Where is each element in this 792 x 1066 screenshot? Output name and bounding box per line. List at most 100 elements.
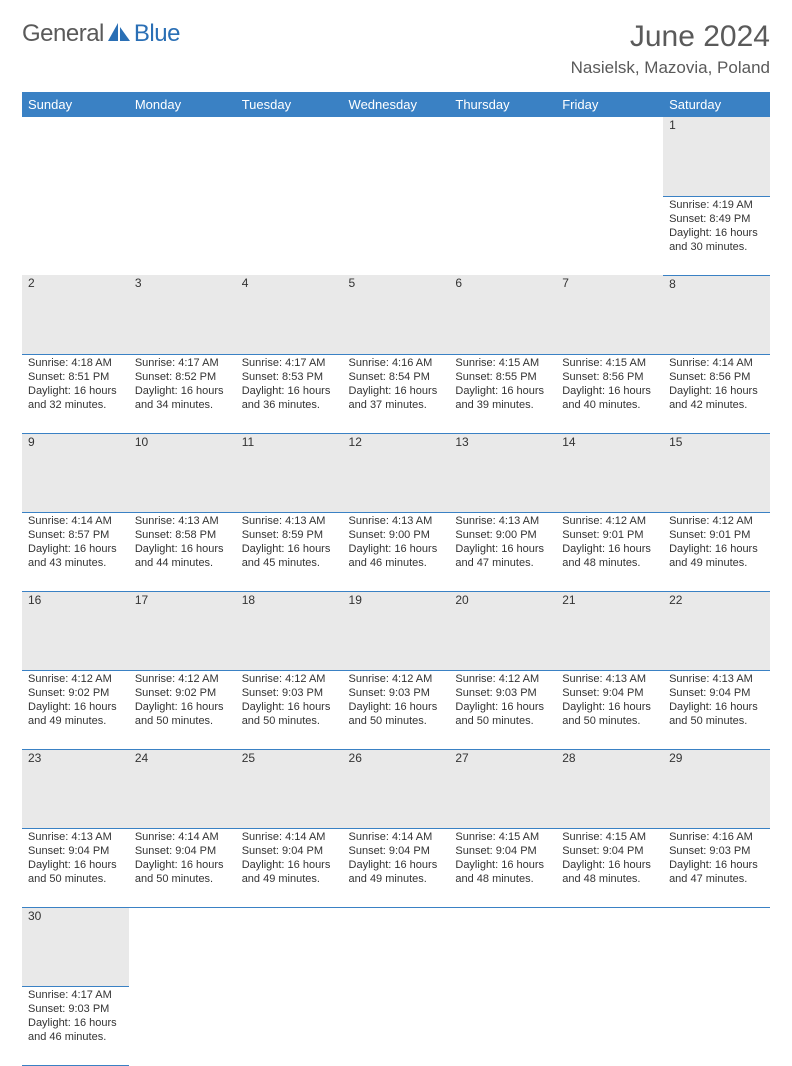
daylight: Daylight: 16 hours and 49 minutes. (349, 858, 444, 887)
day-cell: Sunrise: 4:12 AMSunset: 9:02 PMDaylight:… (22, 670, 129, 749)
sunset: Sunset: 9:00 PM (455, 528, 550, 542)
day-number: 30 (22, 907, 129, 986)
sunset: Sunset: 8:54 PM (349, 370, 444, 384)
col-tuesday: Tuesday (236, 92, 343, 117)
daylight: Daylight: 16 hours and 49 minutes. (669, 542, 764, 571)
sunrise: Sunrise: 4:15 AM (562, 830, 657, 844)
daylight: Daylight: 16 hours and 45 minutes. (242, 542, 337, 571)
day-number: 4 (236, 275, 343, 354)
col-wednesday: Wednesday (343, 92, 450, 117)
logo-text-sub: Blue (134, 20, 180, 48)
daylight: Daylight: 16 hours and 49 minutes. (242, 858, 337, 887)
day-number: 7 (556, 275, 663, 354)
sunrise: Sunrise: 4:15 AM (562, 356, 657, 370)
col-friday: Friday (556, 92, 663, 117)
col-sunday: Sunday (22, 92, 129, 117)
sunset: Sunset: 8:49 PM (669, 212, 764, 226)
day-number (129, 117, 236, 196)
sunset: Sunset: 9:02 PM (135, 686, 230, 700)
calendar-header-row: Sunday Monday Tuesday Wednesday Thursday… (22, 92, 770, 117)
day-number: 24 (129, 749, 236, 828)
day-cell: Sunrise: 4:13 AMSunset: 9:04 PMDaylight:… (22, 828, 129, 907)
daynum-row: 30 (22, 907, 770, 986)
day-cell (343, 196, 450, 275)
sunrise: Sunrise: 4:17 AM (242, 356, 337, 370)
sunrise: Sunrise: 4:14 AM (349, 830, 444, 844)
day-number (556, 117, 663, 196)
sunset: Sunset: 9:01 PM (562, 528, 657, 542)
daynum-row: 1 (22, 117, 770, 196)
day-cell: Sunrise: 4:12 AMSunset: 9:03 PMDaylight:… (236, 670, 343, 749)
sunrise: Sunrise: 4:19 AM (669, 198, 764, 212)
day-number: 28 (556, 749, 663, 828)
sunset: Sunset: 9:04 PM (455, 844, 550, 858)
week-row: Sunrise: 4:12 AMSunset: 9:02 PMDaylight:… (22, 670, 770, 749)
sunrise: Sunrise: 4:14 AM (669, 356, 764, 370)
col-saturday: Saturday (663, 92, 770, 117)
daylight: Daylight: 16 hours and 30 minutes. (669, 226, 764, 255)
day-cell: Sunrise: 4:12 AMSunset: 9:01 PMDaylight:… (663, 512, 770, 591)
sunrise: Sunrise: 4:12 AM (669, 514, 764, 528)
day-cell: Sunrise: 4:12 AMSunset: 9:03 PMDaylight:… (343, 670, 450, 749)
daynum-row: 23242526272829 (22, 749, 770, 828)
header: General Blue June 2024 Nasielsk, Mazovia… (22, 20, 770, 78)
sunrise: Sunrise: 4:12 AM (135, 672, 230, 686)
sunrise: Sunrise: 4:13 AM (562, 672, 657, 686)
daylight: Daylight: 16 hours and 50 minutes. (135, 858, 230, 887)
daylight: Daylight: 16 hours and 43 minutes. (28, 542, 123, 571)
sunset: Sunset: 9:02 PM (28, 686, 123, 700)
sunset: Sunset: 9:04 PM (28, 844, 123, 858)
sunrise: Sunrise: 4:13 AM (242, 514, 337, 528)
daynum-row: 2345678 (22, 275, 770, 354)
day-cell: Sunrise: 4:15 AMSunset: 8:55 PMDaylight:… (449, 354, 556, 433)
sunrise: Sunrise: 4:13 AM (669, 672, 764, 686)
daylight: Daylight: 16 hours and 46 minutes. (349, 542, 444, 571)
logo-text-main: General (22, 20, 104, 48)
daylight: Daylight: 16 hours and 50 minutes. (669, 700, 764, 729)
day-number: 6 (449, 275, 556, 354)
sunrise: Sunrise: 4:16 AM (349, 356, 444, 370)
title-month: June 2024 (571, 20, 770, 54)
day-cell: Sunrise: 4:15 AMSunset: 9:04 PMDaylight:… (449, 828, 556, 907)
day-number (343, 117, 450, 196)
sunset: Sunset: 8:51 PM (28, 370, 123, 384)
day-number: 8 (663, 275, 770, 354)
daylight: Daylight: 16 hours and 34 minutes. (135, 384, 230, 413)
day-cell: Sunrise: 4:13 AMSunset: 8:58 PMDaylight:… (129, 512, 236, 591)
sunrise: Sunrise: 4:12 AM (28, 672, 123, 686)
daylight: Daylight: 16 hours and 50 minutes. (242, 700, 337, 729)
col-thursday: Thursday (449, 92, 556, 117)
day-cell: Sunrise: 4:14 AMSunset: 9:04 PMDaylight:… (343, 828, 450, 907)
daynum-row: 9101112131415 (22, 433, 770, 512)
day-number: 13 (449, 433, 556, 512)
day-number (22, 117, 129, 196)
day-cell (236, 986, 343, 1065)
week-row: Sunrise: 4:14 AMSunset: 8:57 PMDaylight:… (22, 512, 770, 591)
sunset: Sunset: 9:04 PM (562, 844, 657, 858)
day-cell: Sunrise: 4:14 AMSunset: 8:56 PMDaylight:… (663, 354, 770, 433)
day-number: 15 (663, 433, 770, 512)
day-number: 21 (556, 591, 663, 670)
sunset: Sunset: 8:58 PM (135, 528, 230, 542)
day-cell: Sunrise: 4:13 AMSunset: 9:00 PMDaylight:… (449, 512, 556, 591)
sunrise: Sunrise: 4:13 AM (135, 514, 230, 528)
day-number: 29 (663, 749, 770, 828)
sunset: Sunset: 8:53 PM (242, 370, 337, 384)
day-cell (343, 986, 450, 1065)
daylight: Daylight: 16 hours and 48 minutes. (562, 858, 657, 887)
sunset: Sunset: 9:03 PM (242, 686, 337, 700)
daylight: Daylight: 16 hours and 50 minutes. (349, 700, 444, 729)
sunrise: Sunrise: 4:17 AM (135, 356, 230, 370)
sunrise: Sunrise: 4:12 AM (242, 672, 337, 686)
day-number (236, 907, 343, 986)
day-number: 18 (236, 591, 343, 670)
sunset: Sunset: 9:03 PM (349, 686, 444, 700)
week-row: Sunrise: 4:13 AMSunset: 9:04 PMDaylight:… (22, 828, 770, 907)
col-monday: Monday (129, 92, 236, 117)
day-number: 17 (129, 591, 236, 670)
daylight: Daylight: 16 hours and 37 minutes. (349, 384, 444, 413)
daylight: Daylight: 16 hours and 47 minutes. (455, 542, 550, 571)
day-cell (22, 196, 129, 275)
day-cell: Sunrise: 4:13 AMSunset: 9:00 PMDaylight:… (343, 512, 450, 591)
day-cell: Sunrise: 4:15 AMSunset: 9:04 PMDaylight:… (556, 828, 663, 907)
